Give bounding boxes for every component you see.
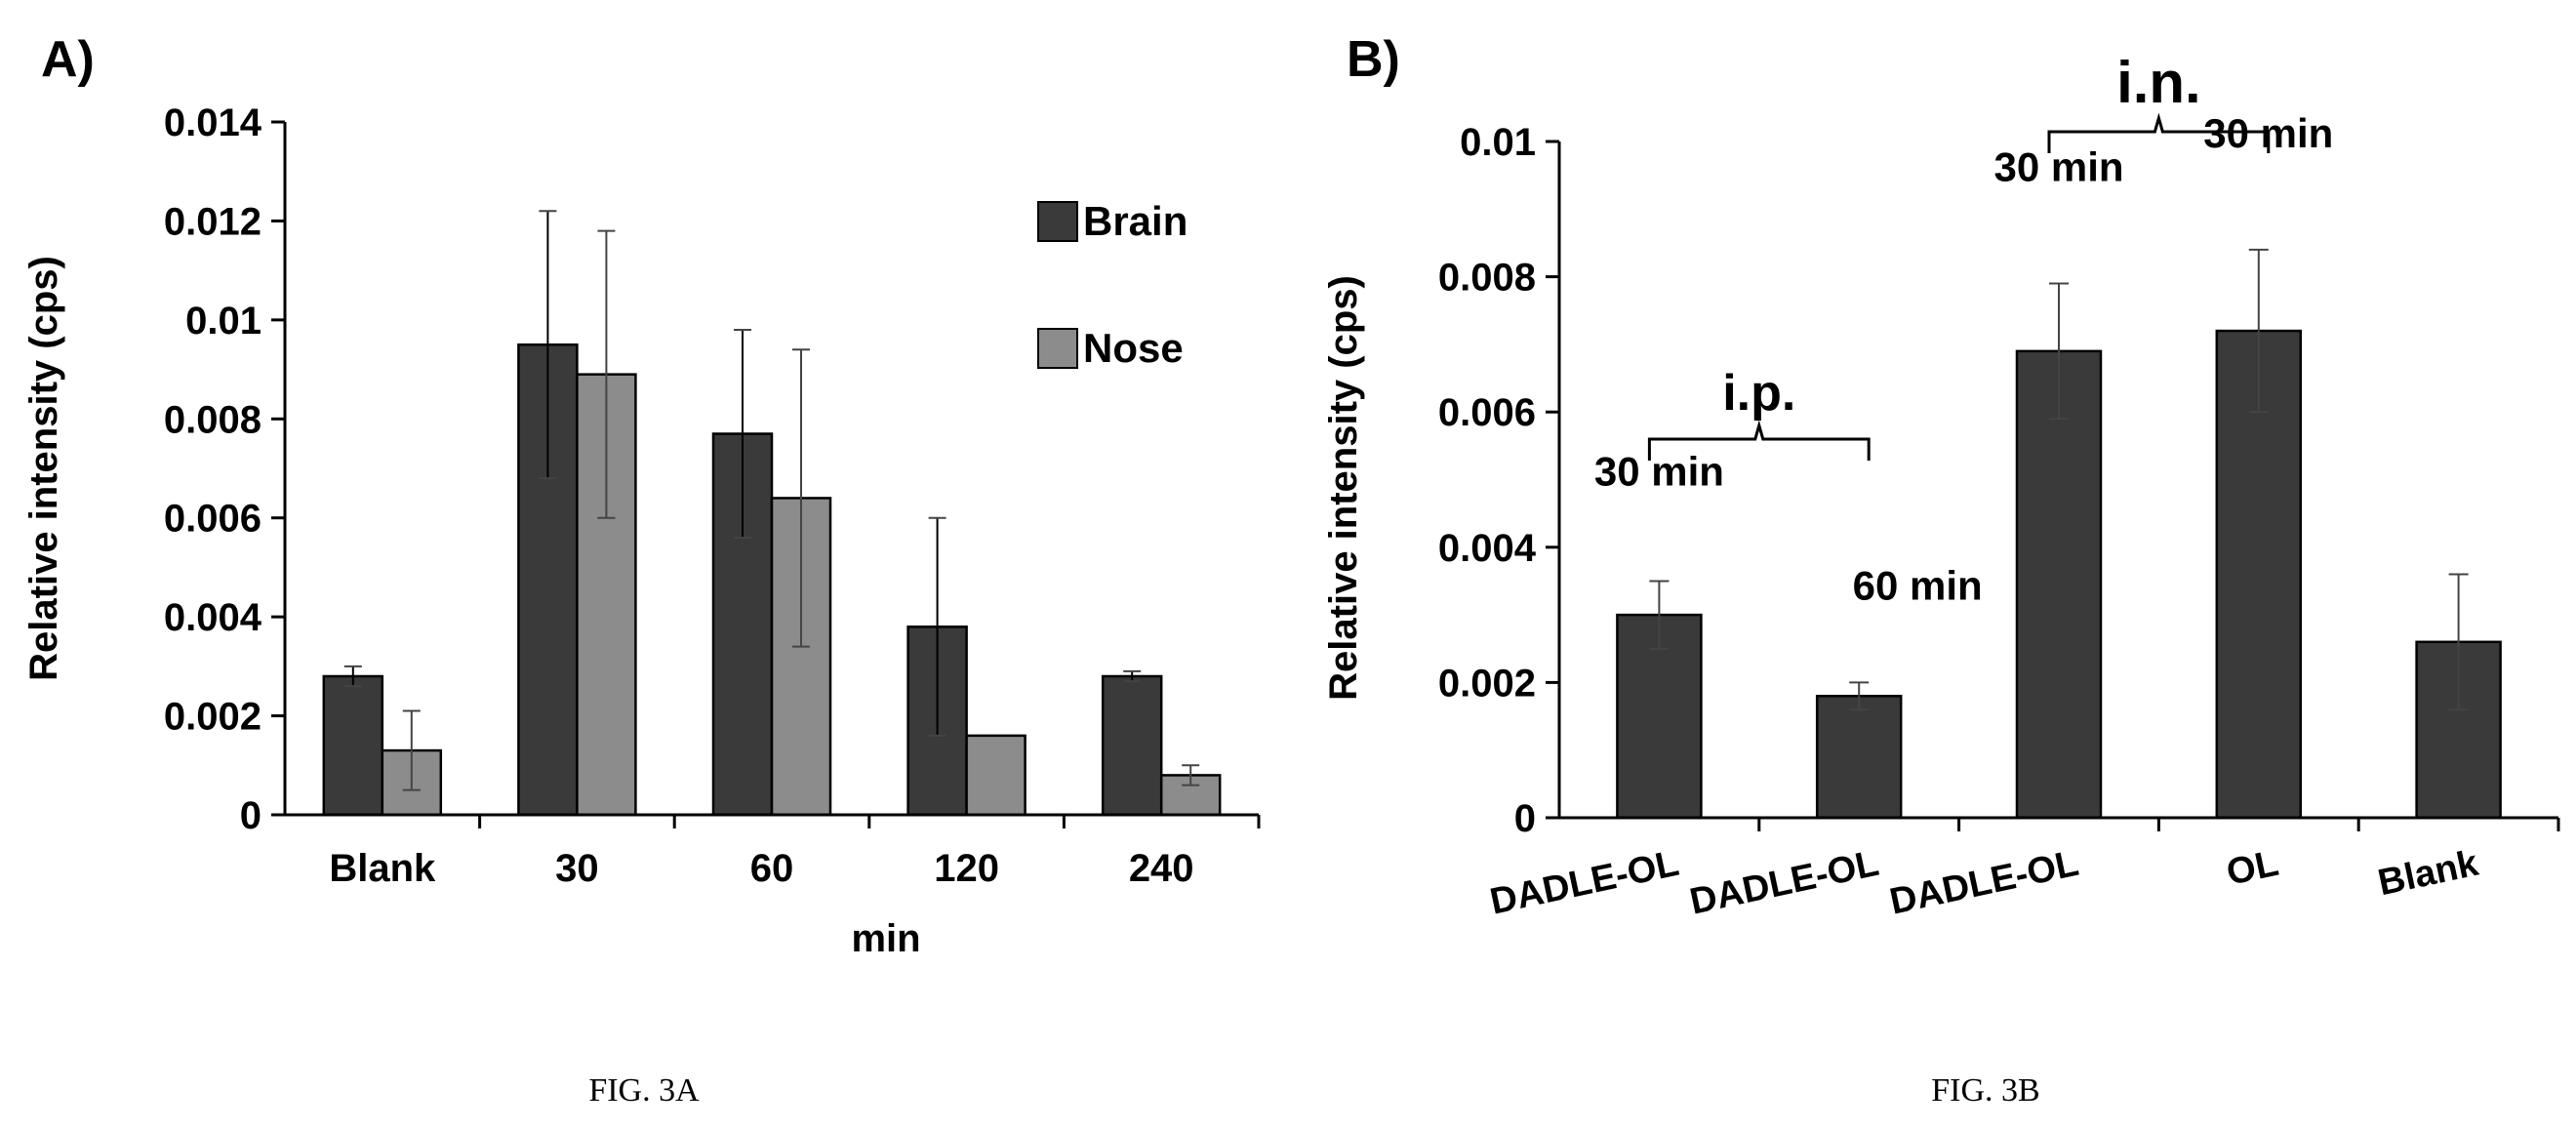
error-bar <box>597 229 616 519</box>
panel-a-x-axis-label: min <box>851 917 920 960</box>
panel-a-y-axis-label: Relative intensity (cps) <box>22 256 65 681</box>
panel-b-bars <box>1616 329 2502 820</box>
y-tick-label: 0.014 <box>164 101 262 144</box>
x-tick-label: 30 <box>555 847 599 890</box>
x-tick-label: DADLE-OL <box>1686 843 1882 923</box>
bar-brain-240 <box>1101 674 1163 817</box>
bar-3 <box>2215 329 2303 820</box>
bracket: i.p. <box>1647 365 1871 461</box>
panel-b-x-ticks: DADLE-OL DADLE-OL DADLE-OL OL Blank <box>1487 818 2560 923</box>
bar-1 <box>1815 695 1903 820</box>
bar-annotation: 30 min <box>1993 144 2123 190</box>
y-tick-label: 0.004 <box>164 596 262 639</box>
y-tick-label: 0.01 <box>1460 121 1536 164</box>
y-tick-label: 0.004 <box>1438 527 1537 570</box>
y-tick-label: 0 <box>1514 797 1536 840</box>
x-tick-label: 120 <box>934 847 999 890</box>
y-tick-label: 0.002 <box>164 696 262 739</box>
legend-swatch-nose <box>1037 328 1078 369</box>
panel-b-caption: FIG. 3B <box>1931 1072 2039 1109</box>
y-tick-label: 0.006 <box>1438 391 1536 434</box>
error-bar <box>1123 669 1142 683</box>
panel-b-y-ticks: 0 0.002 0.004 0.006 0.008 0.01 <box>1438 121 1559 840</box>
error-bar <box>2049 282 2069 421</box>
panel-b-error-bars <box>1649 248 2469 711</box>
error-bar <box>1849 681 1870 711</box>
x-tick-label: Blank <box>2375 843 2483 905</box>
error-bar <box>402 709 421 791</box>
legend-label-nose: Nose <box>1083 325 1184 371</box>
legend-label-brain: Brain <box>1083 198 1187 244</box>
legend-swatch-brain <box>1037 201 1078 242</box>
y-tick-label: 0.01 <box>185 300 262 343</box>
bar-annotation: 60 min <box>1853 562 1983 608</box>
panel-a-caption: FIG. 3A <box>588 1072 700 1109</box>
panel-b-label: B) <box>1347 31 1400 88</box>
y-tick-label: 0.008 <box>164 398 262 441</box>
bracket: i.n. <box>2047 50 2271 153</box>
panel-b-y-axis-label: Relative intensity (cps) <box>1322 275 1365 701</box>
error-bar <box>1649 580 1670 650</box>
y-tick-label: 0.008 <box>1438 257 1536 300</box>
y-tick-label: 0.002 <box>1438 662 1536 705</box>
y-tick-label: 0 <box>240 794 262 837</box>
error-bar <box>2448 573 2469 711</box>
panel-b-brackets: i.p. i.n. <box>1647 50 2271 461</box>
bar-nose-120 <box>965 734 1026 817</box>
x-tick-label: Blank <box>329 847 436 890</box>
panel-a-error-bars <box>343 210 1200 791</box>
x-tick-label: DADLE-OL <box>1487 843 1683 923</box>
error-bar <box>343 665 362 688</box>
panel-a: A) Relative intensity (cps) min 0 0.002 0.… <box>22 31 1261 1109</box>
error-bar <box>928 516 946 737</box>
error-bar <box>734 329 751 539</box>
x-tick-label: 60 <box>750 847 794 890</box>
bracket-label: i.p. <box>1722 365 1795 422</box>
x-tick-label: OL <box>2223 843 2281 894</box>
x-tick-label: 240 <box>1129 847 1194 890</box>
error-bar <box>539 210 557 480</box>
bar-annotation: 30 min <box>1594 448 1724 494</box>
error-bar <box>792 348 810 648</box>
panel-b: B) Relative intensity (cps) 00.0020.0040… <box>1322 31 2560 1109</box>
panel-a-bars <box>322 343 1222 817</box>
error-bar <box>2248 248 2269 414</box>
panel-a-legend: Brain Nose <box>1037 198 1187 371</box>
panel-a-label: A) <box>41 31 95 88</box>
bar-brain-blank <box>322 674 384 817</box>
error-bar <box>1182 764 1200 787</box>
y-tick-label: 0.012 <box>164 200 262 243</box>
x-tick-label: DADLE-OL <box>1886 843 2082 923</box>
panel-a-y-ticks: 0 0.002 0.004 0.006 0.008 0.01 0.012 0.014 <box>164 101 285 837</box>
panel-a-x-ticks: Blank 30 60 120 240 <box>329 815 1261 890</box>
y-tick-label: 0.006 <box>164 498 262 541</box>
bar-2 <box>2015 349 2103 820</box>
bracket-label: i.n. <box>2116 50 2201 115</box>
